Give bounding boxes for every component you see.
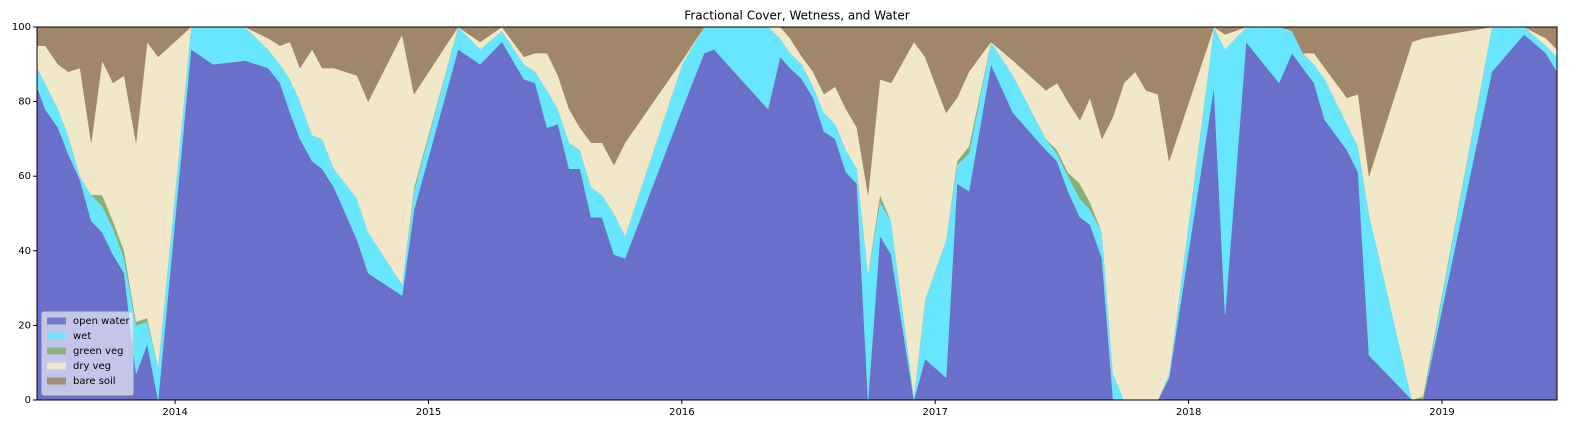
legend-swatch — [47, 317, 66, 325]
x-tick-label: 2017 — [922, 407, 947, 418]
legend-label: bare soil — [73, 376, 116, 387]
legend: open water wet green veg dry veg bare soil — [41, 311, 134, 396]
legend-label: green veg — [73, 346, 123, 357]
legend-label: wet — [73, 331, 91, 342]
plot-frame — [36, 26, 1558, 401]
legend-label: dry veg — [73, 361, 111, 372]
y-tick-label: 40 — [18, 246, 31, 257]
y-tick-label: 60 — [18, 171, 31, 182]
legend-swatch — [47, 347, 66, 355]
legend-swatch — [47, 362, 66, 370]
legend-label: open water — [73, 316, 131, 327]
legend-swatch — [47, 332, 66, 340]
x-tick-label: 2015 — [416, 407, 441, 418]
chart-title: Fractional Cover, Wetness, and Water — [684, 9, 909, 23]
y-tick-label: 80 — [18, 97, 31, 108]
legend-swatch — [47, 377, 66, 385]
x-tick-label: 2016 — [669, 407, 694, 418]
y-tick-label: 0 — [25, 395, 31, 406]
y-tick-label: 20 — [18, 320, 31, 331]
x-tick-label: 2019 — [1429, 407, 1454, 418]
x-tick-label: 2018 — [1176, 407, 1201, 418]
y-tick-label: 100 — [12, 22, 31, 33]
x-tick-label: 2014 — [162, 407, 187, 418]
